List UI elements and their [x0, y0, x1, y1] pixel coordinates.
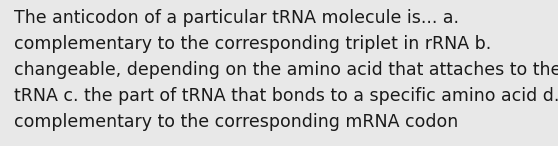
- Text: tRNA c. the part of tRNA that bonds to a specific amino acid d.: tRNA c. the part of tRNA that bonds to a…: [14, 87, 558, 105]
- Text: The anticodon of a particular tRNA molecule is... a.: The anticodon of a particular tRNA molec…: [14, 9, 459, 27]
- Text: complementary to the corresponding mRNA codon: complementary to the corresponding mRNA …: [14, 113, 458, 131]
- Text: complementary to the corresponding triplet in rRNA b.: complementary to the corresponding tripl…: [14, 35, 491, 53]
- Text: changeable, depending on the amino acid that attaches to the: changeable, depending on the amino acid …: [14, 61, 558, 79]
